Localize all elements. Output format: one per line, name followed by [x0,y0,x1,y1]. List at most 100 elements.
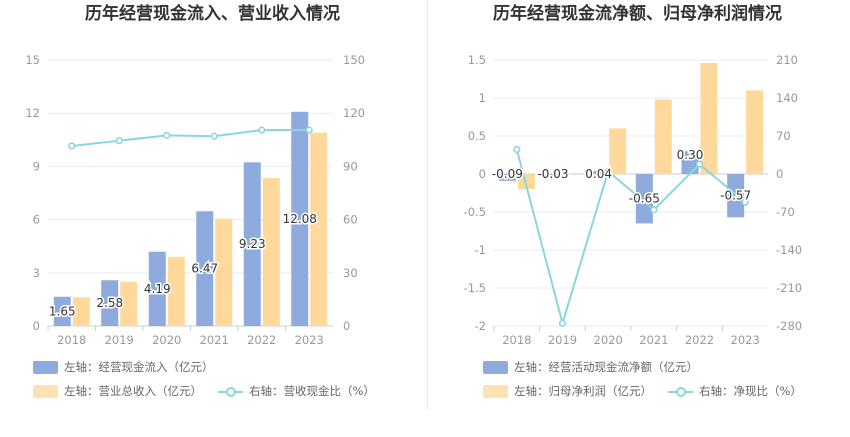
legend-swatch-bar-blue [483,360,508,374]
bar-blue [544,174,562,177]
legend-swatch-line-icon [668,385,693,398]
x-tick-label: 2021 [639,333,668,347]
data-label: 12.08 [283,212,317,226]
y-left-tick-label: 0.5 [468,129,486,143]
line-series [515,149,746,327]
line-point [513,145,521,154]
legend-label: 右轴：营收现金比（%） [249,384,375,398]
bar-blue [727,174,745,218]
y-right-tick-label: 90 [343,159,358,173]
bar-orange [120,281,138,326]
chart-title: 历年经营现金流净额、归母净利润情况 [493,4,782,24]
legend-label: 左轴：归母净利润（亿元） [514,384,652,398]
bar-orange [563,173,581,175]
bar-blue [635,174,653,224]
data-label: 6.47 [191,262,218,276]
bar-orange [746,90,764,174]
line-point [163,131,171,139]
line-point [258,126,266,134]
data-label: 2.58 [96,296,123,310]
legend-item-revenue-cash-ratio[interactable]: 右轴：营收现金比（%） [218,383,375,399]
legend-item-net-cash-ratio[interactable]: 右轴：净现比（%） [668,383,802,399]
y-left-tick-label: 1 [479,91,486,105]
y-right-tick-label: -280 [776,319,802,333]
y-right-tick-label: 0 [776,167,783,181]
bar-orange [262,177,280,326]
legend-item-revenue[interactable]: 左轴：营业总收入（亿元） [33,383,202,399]
y-right-tick-label: -210 [776,281,802,295]
legend-swatch-bar-orange [483,384,508,398]
y-right-tick-label: 0 [343,319,350,333]
y-right-tick-label: 140 [776,91,798,105]
line-series [71,129,310,148]
chart-plot: -2 -1.5 -1 -0.5 0 0.5 1 1.5 -280 -210 -140 -70 0 70 14… [464,53,803,347]
bar-orange [310,132,328,326]
y-left-tick-label: 1.5 [468,53,486,67]
bar-blue [196,211,214,326]
chart-title: 历年经营现金流入、营业收入情况 [85,4,340,24]
bar-orange [72,297,90,326]
line-point [115,137,123,145]
y-left-tick-label: 0 [479,167,486,181]
x-tick-label: 2019 [548,333,577,347]
y-left-tick-label: 3 [33,266,40,280]
x-tick-label: 2023 [295,333,324,347]
line-point [695,160,704,168]
data-label: -0.65 [629,192,660,206]
chart-net-cash-flow-profit: 历年经营现金流净额、归母净利润情况 -2 -1.5 -1 -0.5 0 0.5 1 1.5 -2… [425,0,850,437]
legend-item-cash-inflow[interactable]: 左轴：经营现金流入（亿元） [33,359,214,375]
y-left-tick-label: -1 [475,243,486,257]
line-point [210,132,218,140]
chart-cash-inflow-revenue: 历年经营现金流入、营业收入情况 0 3 6 9 12 15 0 30 60 90 120 150 201… [25,4,375,399]
y-right-tick-label: 60 [343,213,358,227]
y-right-tick-label: 210 [776,53,798,67]
y-left-tick-label: 12 [25,106,40,120]
x-tick-label: 2020 [594,333,623,347]
y-left-tick-label: -2 [475,319,486,333]
y-left-tick-label: -0.5 [464,205,486,219]
data-label: -0.57 [720,189,751,203]
y-right-tick-label: -140 [776,243,802,257]
bar-orange [167,256,185,326]
data-label: 0.04 [585,167,612,181]
line-point [741,198,749,206]
x-tick-label: 2023 [731,333,760,347]
y-left-tick-label: 0 [33,319,40,333]
y-right-tick-label: 30 [343,266,358,280]
y-left-tick-label: 9 [33,159,40,173]
legend-swatch-line-icon [218,385,243,398]
legend-item-net-profit[interactable]: 左轴：归母净利润（亿元） [483,383,652,399]
data-label: 1.65 [49,304,76,318]
bar-blue [243,162,261,326]
bar-blue [148,251,166,326]
y-right-tick-label: 120 [343,106,365,120]
x-tick-label: 2018 [57,333,86,347]
y-right-tick-label: 70 [776,129,791,143]
legend-label: 左轴：营业总收入（亿元） [64,384,202,398]
x-tick-label: 2021 [200,333,229,347]
line-point [558,319,567,327]
bar-blue [101,280,119,326]
bar-blue [291,111,309,326]
line-point [650,206,658,214]
bar-orange [700,63,718,174]
legend-swatch-bar-orange [33,384,58,398]
bar-orange [654,99,672,174]
data-label: 9.23 [239,237,266,251]
legend-label: 左轴：经营活动现金流净额（亿元） [514,360,698,374]
line-point [604,167,612,175]
line-point [305,126,313,134]
y-left-tick-label: -1.5 [464,281,486,295]
y-left-tick-label: 15 [25,53,40,67]
legend-label: 左轴：经营现金流入（亿元） [64,360,214,374]
x-tick-label: 2018 [502,333,531,347]
panel-divider [427,0,428,410]
line-point [68,142,76,150]
x-tick-label: 2022 [247,333,276,347]
y-right-tick-label: 150 [343,53,365,67]
legend-item-net-cash-flow[interactable]: 左轴：经营活动现金流净额（亿元） [483,359,698,375]
data-label: 0.30 [677,148,704,162]
legend-label: 右轴：净现比（%） [699,384,802,398]
legend-swatch-bar-blue [33,360,58,374]
bar-blue [53,296,71,326]
